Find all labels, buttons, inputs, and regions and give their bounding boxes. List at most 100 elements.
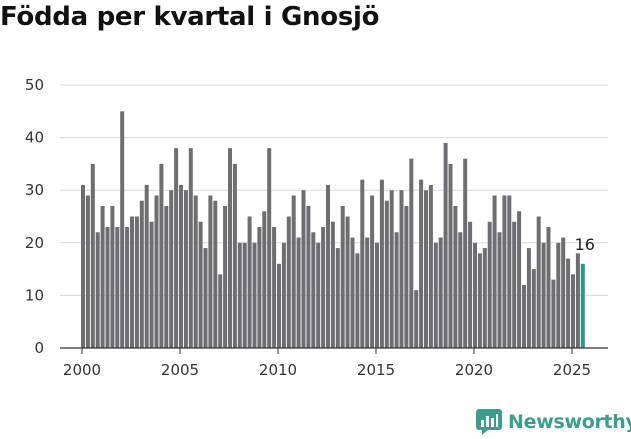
bar — [272, 227, 277, 348]
bar — [522, 284, 526, 348]
bar — [174, 148, 179, 348]
bar — [433, 242, 438, 348]
bar — [502, 195, 507, 348]
bar — [326, 184, 330, 348]
bar — [394, 232, 399, 348]
bar — [247, 216, 252, 348]
bar — [301, 190, 306, 348]
bar — [232, 163, 237, 348]
bar — [139, 200, 144, 348]
bar — [95, 232, 100, 348]
bar — [149, 221, 154, 348]
x-tick-label: 2020 — [455, 361, 493, 379]
y-tick-label: 20 — [25, 234, 44, 252]
bar — [267, 148, 272, 348]
bar — [355, 253, 360, 348]
bar — [463, 158, 468, 348]
bar — [237, 242, 242, 348]
bar — [242, 242, 247, 348]
bar — [414, 290, 419, 348]
bar — [130, 216, 134, 348]
bar — [257, 227, 262, 348]
bar — [262, 211, 267, 348]
bar — [100, 205, 105, 348]
bar — [448, 163, 453, 348]
bar — [85, 195, 90, 348]
bar — [144, 184, 149, 348]
bar — [81, 184, 85, 348]
bar — [188, 148, 193, 348]
bar — [296, 237, 301, 348]
bar — [580, 263, 585, 348]
bar — [286, 216, 291, 348]
x-tick-label: 2005 — [161, 361, 199, 379]
bar — [169, 190, 174, 348]
bar — [105, 227, 110, 348]
bar — [453, 205, 458, 348]
bar — [404, 205, 409, 348]
y-tick-label: 50 — [25, 76, 44, 94]
bar-chart-logo-icon — [476, 409, 502, 435]
bar — [399, 190, 404, 348]
bar — [561, 237, 566, 348]
x-tick-label: 2025 — [553, 361, 591, 379]
bar — [384, 200, 389, 348]
bar — [316, 242, 321, 348]
bar — [379, 179, 384, 348]
bar — [335, 248, 340, 348]
bar — [365, 237, 370, 348]
bar — [218, 274, 223, 348]
bar — [497, 232, 502, 348]
bar — [556, 242, 561, 348]
bar — [487, 221, 492, 348]
brand-name: Newsworthy — [508, 411, 631, 433]
bar — [409, 158, 414, 348]
bar — [311, 232, 316, 348]
bar — [281, 242, 286, 348]
bar — [512, 221, 517, 348]
bar — [208, 195, 213, 348]
bar — [458, 232, 463, 348]
bar — [360, 179, 365, 348]
bar — [125, 227, 130, 348]
chart-title: Födda per kvartal i Gnosjö — [0, 2, 380, 32]
bar — [370, 195, 375, 348]
bars — [81, 111, 585, 348]
bar — [482, 248, 487, 348]
bar — [159, 163, 164, 348]
bar — [428, 184, 433, 348]
y-tick-label: 40 — [25, 129, 44, 147]
bar — [375, 242, 379, 348]
bar — [252, 242, 257, 348]
newsworthy-logo[interactable]: Newsworthy — [476, 408, 631, 436]
bar-chart: 0 10 20 30 40 50 2000 2005 2010 2015 2020 2025 16 — [25, 76, 608, 379]
bar — [389, 190, 394, 348]
bar — [179, 184, 183, 348]
bar — [424, 190, 428, 348]
bar — [203, 248, 208, 348]
bar — [541, 242, 546, 348]
bar — [517, 211, 522, 348]
y-tick-label: 10 — [25, 286, 44, 304]
bar — [345, 216, 350, 348]
bar — [321, 227, 326, 348]
bar — [571, 274, 575, 348]
bar — [575, 253, 580, 348]
bar — [291, 195, 296, 348]
bar — [277, 263, 281, 348]
y-tick-label: 0 — [34, 339, 44, 357]
axes: 0 10 20 30 40 50 2000 2005 2010 2015 2020 2025 — [25, 76, 608, 379]
bar — [473, 242, 477, 348]
bar — [477, 253, 482, 348]
x-tick-label: 2000 — [63, 361, 101, 379]
bar — [115, 227, 120, 348]
bar — [120, 111, 125, 348]
bar — [183, 190, 188, 348]
bar — [531, 269, 536, 348]
bar — [90, 163, 95, 348]
bar — [492, 195, 497, 348]
bar — [223, 205, 228, 348]
bar — [536, 216, 541, 348]
bar — [306, 205, 311, 348]
x-tick-label: 2010 — [259, 361, 297, 379]
